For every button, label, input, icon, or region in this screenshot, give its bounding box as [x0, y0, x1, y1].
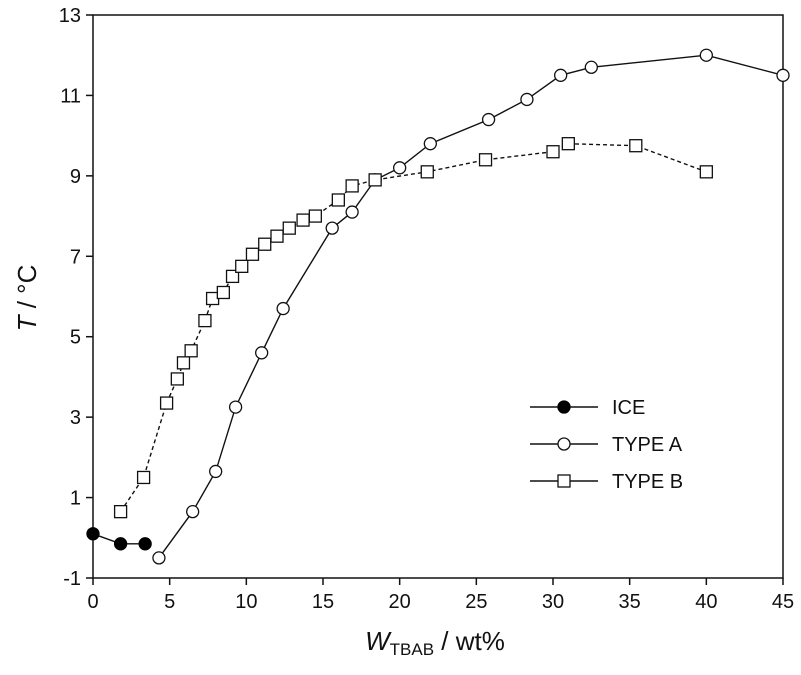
data-point-type-b [546, 145, 560, 159]
data-point-type-b [113, 504, 128, 519]
series-type-a [152, 48, 790, 565]
x-tick-label: 15 [312, 591, 334, 613]
data-point-type-b [176, 356, 191, 370]
x-tick-label: 40 [695, 591, 717, 613]
data-point-type-b [699, 165, 713, 179]
data-point-ice [86, 527, 100, 541]
y-axis-title: T / °C [12, 265, 42, 332]
y-tick-label: 9 [70, 166, 81, 188]
legend-label: TYPE B [612, 471, 683, 493]
legend-label: ICE [612, 397, 645, 419]
x-tick-label: 0 [87, 591, 98, 613]
series-line-type-a [158, 54, 784, 559]
data-point-type-b [308, 209, 322, 223]
x-tick-label: 45 [772, 591, 794, 613]
data-point-type-a [209, 464, 223, 479]
data-point-type-a [584, 60, 598, 74]
data-point-type-b [136, 470, 151, 485]
y-tick-label: 1 [70, 488, 81, 510]
y-tick-label: 7 [70, 246, 81, 268]
data-point-type-a [554, 68, 568, 82]
data-point-type-b [561, 137, 575, 151]
data-point-type-b [258, 237, 272, 251]
data-point-type-a [255, 346, 269, 360]
x-tick-label: 30 [542, 591, 564, 613]
data-point-type-a [699, 48, 713, 62]
data-point-type-b [225, 269, 240, 284]
data-point-type-b [198, 313, 212, 328]
data-point-type-b [629, 139, 643, 153]
data-point-type-b [159, 396, 174, 410]
data-point-type-b [235, 259, 249, 273]
plot-border [92, 14, 784, 579]
x-tick-label: 5 [164, 591, 175, 613]
legend-marker [557, 400, 571, 414]
x-tick-label: 25 [465, 591, 487, 613]
series-layer [86, 48, 790, 565]
legend: ICE TYPE A TYPE B [530, 397, 683, 493]
series-ice [86, 527, 152, 551]
legend-marker [557, 474, 571, 488]
data-point-type-b [170, 372, 184, 386]
series-line-type-b [120, 142, 707, 512]
x-tick-label: 35 [619, 591, 641, 613]
data-point-ice [113, 537, 128, 551]
legend-label: TYPE A [612, 434, 683, 456]
y-tick-label: 3 [70, 407, 81, 429]
data-point-type-b [331, 193, 345, 207]
data-point-type-b [216, 285, 230, 300]
legend-entry-type-a: TYPE A [530, 434, 683, 456]
legend-entry-type-b: TYPE B [530, 471, 683, 493]
data-point-type-b [184, 344, 198, 358]
data-point-ice [138, 537, 152, 551]
data-point-type-a [228, 400, 243, 414]
x-tick-label: 10 [235, 591, 257, 613]
data-point-type-b [245, 247, 260, 261]
y-tick-label: 5 [70, 327, 81, 349]
data-point-type-a [520, 92, 534, 107]
data-point-type-a [276, 301, 290, 316]
data-point-type-a [152, 551, 166, 565]
y-tick-label: 11 [60, 85, 81, 107]
data-point-type-a [423, 137, 437, 151]
data-point-type-a [393, 161, 407, 175]
data-point-type-b [345, 179, 359, 193]
y-tick-label: -1 [63, 568, 81, 590]
data-point-type-b [478, 153, 493, 167]
plot-frame [92, 14, 784, 579]
legend-marker [557, 437, 571, 451]
data-point-type-a [481, 112, 496, 127]
data-point-type-b [282, 221, 296, 235]
data-point-type-a [325, 221, 339, 235]
y-tick-label: 13 [59, 5, 81, 27]
data-point-type-b [270, 229, 284, 243]
data-point-type-b [296, 213, 310, 227]
data-point-type-a [345, 205, 359, 219]
x-tick-label: 20 [389, 591, 411, 613]
series-type-b [113, 137, 713, 519]
data-point-type-a [776, 68, 790, 82]
x-axis-title: WTBAB / wt% [365, 626, 505, 659]
data-point-type-b [368, 173, 382, 187]
data-point-type-a [186, 504, 200, 519]
legend-entry-ice: ICE [530, 397, 645, 419]
data-point-type-b [420, 165, 434, 179]
